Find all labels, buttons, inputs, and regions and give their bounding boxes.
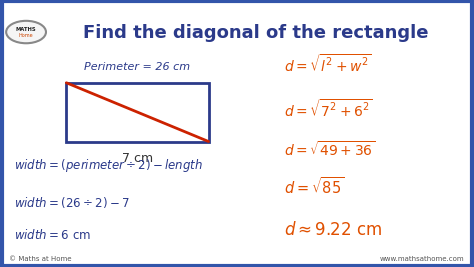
Text: Home: Home — [19, 33, 33, 38]
Text: $d = \sqrt{l^2 + w^2}$: $d = \sqrt{l^2 + w^2}$ — [284, 53, 372, 75]
Text: $d = \sqrt{85}$: $d = \sqrt{85}$ — [284, 176, 345, 197]
Text: $\it{width} = (\it{perimeter} \div 2) - \it{length}$: $\it{width} = (\it{perimeter} \div 2) - … — [14, 157, 203, 174]
Text: 7 cm: 7 cm — [122, 152, 153, 165]
Text: $\it{width} = 6\ \rm{cm}$: $\it{width} = 6\ \rm{cm}$ — [14, 228, 91, 242]
Bar — [66, 83, 209, 142]
Text: $\it{width} = (26 \div 2) - 7$: $\it{width} = (26 \div 2) - 7$ — [14, 195, 130, 210]
Text: $d = \sqrt{7^2 + 6^2}$: $d = \sqrt{7^2 + 6^2}$ — [284, 99, 373, 120]
Text: $d = \sqrt{49 + 36}$: $d = \sqrt{49 + 36}$ — [284, 140, 376, 159]
Text: Perimeter = 26 cm: Perimeter = 26 cm — [84, 62, 191, 72]
Circle shape — [6, 21, 46, 43]
Text: www.mathsathome.com: www.mathsathome.com — [380, 256, 465, 262]
Text: © Maths at Home: © Maths at Home — [9, 256, 72, 262]
Text: MATHS: MATHS — [16, 27, 36, 32]
Text: Find the diagonal of the rectangle: Find the diagonal of the rectangle — [83, 24, 428, 42]
Text: $d \approx 9.22\ \mathrm{cm}$: $d \approx 9.22\ \mathrm{cm}$ — [284, 221, 383, 239]
